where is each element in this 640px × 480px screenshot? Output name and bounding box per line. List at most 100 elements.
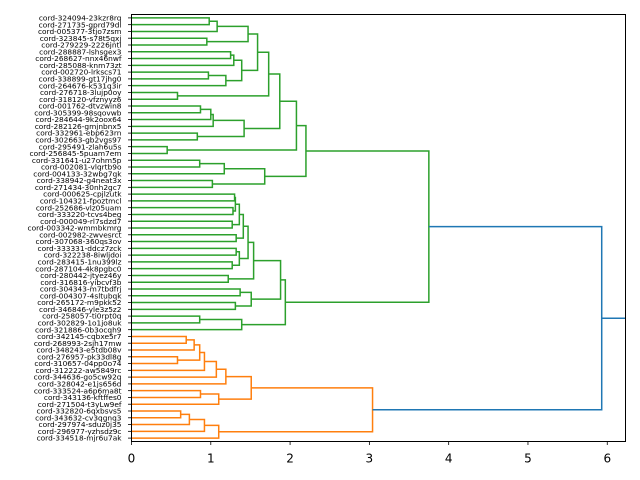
dendrogram-link: [131, 193, 236, 202]
leaf-label: cord-295491-zlah6u5s: [39, 142, 122, 151]
leaf-labels: cord-324094-23kzr8rqcord-271735-gprd79dl…: [28, 13, 132, 443]
dendrogram-link: [285, 150, 430, 303]
dendrogram-link: [264, 124, 307, 178]
x-tick-label: 6: [603, 452, 611, 466]
x-tick-label: 5: [524, 452, 532, 466]
leaf-label: cord-322238-8iwljdoi: [44, 251, 122, 260]
dendrogram-link: [131, 424, 220, 439]
plot-frame: [131, 14, 626, 442]
dendrogram-link: [241, 279, 287, 326]
dendrogram-link: [131, 145, 168, 155]
dendrogram-link: [212, 167, 266, 185]
dendrogram-link: [131, 274, 229, 283]
dendrogram-link: [177, 51, 270, 97]
dendrogram-link: [131, 351, 206, 372]
dendrogram-link: [131, 247, 237, 256]
leaf-label: cord-285088-knm73zt: [39, 61, 121, 70]
leaf-label: cord-302829-1o1jo8uk: [38, 318, 123, 327]
leaf-label: cord-307068-360qs3ov: [36, 237, 123, 246]
leaf-label: cord-310657-04pp0o74: [34, 359, 121, 368]
dendrogram-link: [131, 162, 226, 175]
leaf-label: cord-323845-s78t5qxj: [40, 34, 122, 43]
dendrogram-link: [131, 91, 179, 100]
leaf-label: cord-302663-gb2vgs97: [35, 135, 121, 144]
leaf-label: cord-002982-zwvesrct: [39, 230, 121, 239]
dendrogram-link: [131, 20, 218, 33]
dendrogram-link: [131, 261, 233, 270]
leaf-label: cord-288887-lshsgex3: [39, 47, 122, 56]
leaf-label: cord-316816-yibcvf3b: [40, 278, 121, 287]
leaf-label: cord-333220-tcvs4beg: [38, 210, 122, 219]
x-axis: 0 1 2 3 4 5 6: [128, 441, 611, 466]
leaf-label: cord-342145-cqbxe5r7: [37, 332, 122, 341]
leaf-label: cord-268993-2sjh17mw: [34, 339, 122, 348]
dendrogram-link: [241, 33, 259, 72]
dendrogram-link: [131, 113, 214, 128]
dendrogram-link: [131, 234, 237, 243]
leaf-label: cord-000049-rl7sdzd7: [40, 217, 122, 226]
leaf-label: cord-003342-wmmbkmrg: [28, 224, 122, 233]
leaf-label: cord-265172-m9pkk52: [37, 298, 121, 307]
leaf-label: cord-005377-3tjo7zsm: [38, 27, 122, 36]
leaf-label: cord-104321-fpoztmcl: [40, 196, 122, 205]
leaf-label: cord-001762-dtvzwin8: [38, 102, 121, 111]
leaf-label: cord-338942-g4neat3x: [37, 176, 122, 185]
leaf-label: cord-004307-4sltubqk: [40, 291, 122, 300]
leaf-label: cord-332820-6qxbsvs5: [37, 407, 122, 416]
dendrogram-link: [131, 17, 210, 26]
dendrogram-link: [235, 291, 252, 307]
dendrogram-link: [228, 241, 255, 280]
leaf-label: cord-304343-m7tbdfrj: [40, 285, 122, 294]
leaf-label: cord-344636-go5cw92q: [34, 373, 122, 382]
leaf-label: cord-256845-5puam7em: [30, 149, 122, 158]
leaf-label: cord-334518-mjr6u7ak: [37, 434, 123, 443]
leaf-label: cord-318120-vfznyyz6: [39, 95, 122, 104]
leaf-label: cord-268627-nnx46nwf: [35, 54, 122, 63]
dendrogram-link: [131, 71, 210, 80]
leaf-label: cord-333524-a6p6ma8t: [34, 386, 122, 395]
dendrogram-link: [232, 203, 241, 226]
leaf-label: cord-348243-e5tdb08v: [36, 346, 122, 355]
leaf-label: cord-284644-9k2oox64: [35, 115, 121, 124]
leaf-label: cord-332961-ebp623rn: [36, 129, 122, 138]
leaf-label: cord-271434-30nh2gc7: [35, 183, 122, 192]
dendrogram-link: [131, 108, 212, 121]
dendrogram-link: [131, 132, 199, 141]
dendrogram-link: [232, 250, 241, 267]
leaf-label: cord-282126-gmjnbnx5: [35, 122, 122, 131]
dendrogram-link: [131, 51, 232, 60]
dendrogram-link: [131, 389, 202, 399]
x-tick-label: 3: [366, 452, 374, 466]
leaf-label: cord-287104-4k8pgbc0: [35, 264, 122, 273]
leaf-label: cord-312222-aw5849rc: [35, 366, 121, 375]
leaf-label: cord-321886-0b3ocqh9: [35, 325, 122, 334]
x-tick-label: 1: [207, 452, 215, 466]
leaf-label: cord-004133-32wbg7qk: [33, 169, 122, 178]
dendrogram-link: [131, 418, 206, 433]
dendrogram-link: [131, 413, 191, 426]
dendrogram-link: [131, 288, 241, 297]
leaf-label: cord-305399-98sqovwb: [34, 108, 122, 117]
leaf-label: cord-002081-vlqrtb9o: [41, 163, 122, 172]
dendrogram-link: [131, 159, 201, 168]
leaf-label: cord-283415-1nu399lz: [38, 257, 122, 266]
leaf-label: cord-296977-yzhsdz9c: [38, 427, 122, 436]
dendrogram-link: [218, 387, 374, 433]
leaf-label: cord-343136-kftffes0: [44, 393, 122, 402]
leaf-label: cord-276957-pk33dl8g: [37, 352, 122, 361]
dendrogram-link: [131, 220, 233, 229]
x-tick-label: 4: [445, 452, 453, 466]
dendrogram-link: [131, 335, 187, 344]
dendrogram-link: [131, 206, 234, 216]
dendrogram-link: [131, 105, 202, 114]
dendrogram-link: [131, 74, 227, 87]
leaf-label: cord-324094-23kzr8rq: [39, 13, 122, 22]
leaf-label: cord-258057-ti0rpt0q: [42, 312, 122, 321]
x-tick-label: 2: [286, 452, 294, 466]
dendrogram-links: [131, 17, 626, 439]
dendrogram-link: [177, 344, 201, 361]
leaf-label: cord-333331-ddcz7zck: [38, 244, 123, 253]
leaf-label: cord-271504-t3yLw9ef: [38, 400, 122, 409]
dendrogram-link: [131, 37, 208, 46]
